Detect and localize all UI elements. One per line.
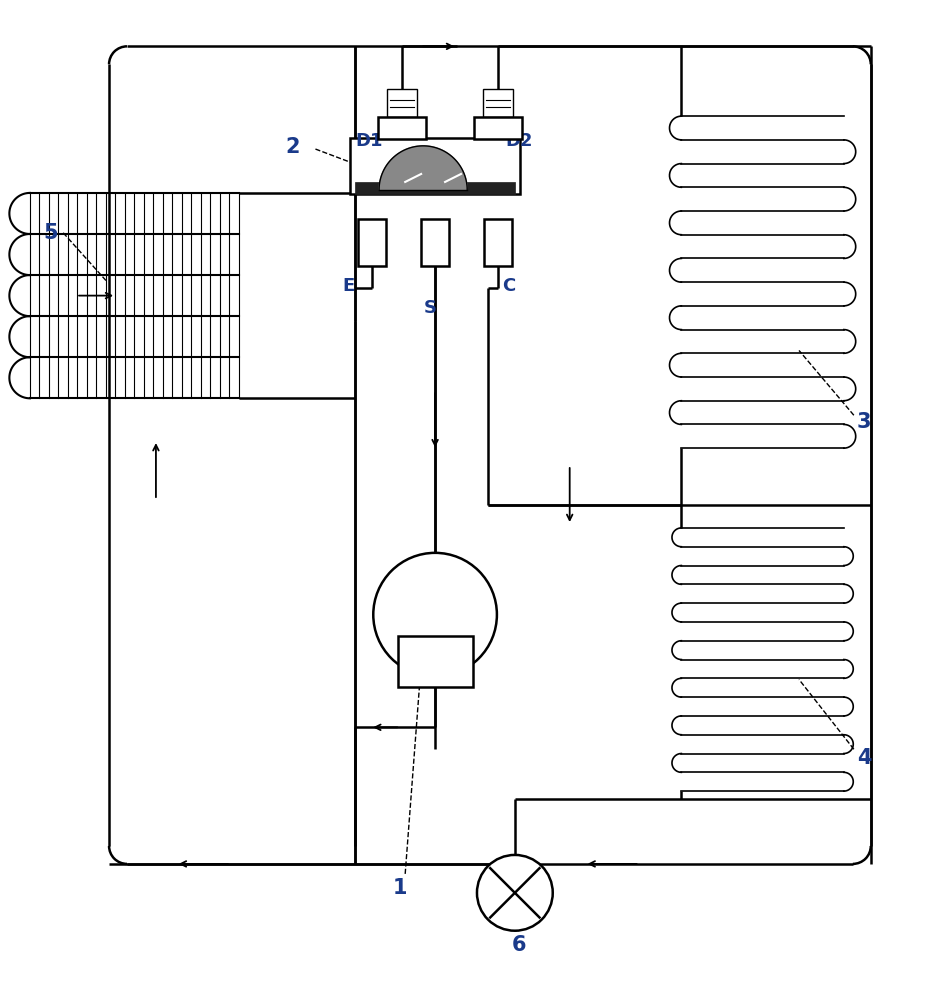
Text: 1: 1 <box>392 878 406 898</box>
Bar <box>474 117 522 139</box>
Text: S: S <box>424 299 437 317</box>
Bar <box>355 182 514 194</box>
Text: D1: D1 <box>355 132 383 150</box>
Text: C: C <box>502 277 515 295</box>
Circle shape <box>374 553 497 676</box>
Text: 6: 6 <box>512 935 527 955</box>
Circle shape <box>477 855 553 931</box>
Text: 2: 2 <box>285 137 300 157</box>
Bar <box>358 219 386 266</box>
Bar <box>350 138 520 194</box>
Bar <box>421 219 449 266</box>
Text: 4: 4 <box>857 748 871 768</box>
Bar <box>483 89 513 117</box>
Bar <box>378 117 426 139</box>
Bar <box>398 636 473 687</box>
Bar <box>484 219 512 266</box>
Bar <box>387 89 418 117</box>
Text: E: E <box>342 277 354 295</box>
Polygon shape <box>379 146 467 190</box>
Text: 5: 5 <box>43 223 58 243</box>
Text: 3: 3 <box>857 412 871 432</box>
Text: D2: D2 <box>505 132 532 150</box>
